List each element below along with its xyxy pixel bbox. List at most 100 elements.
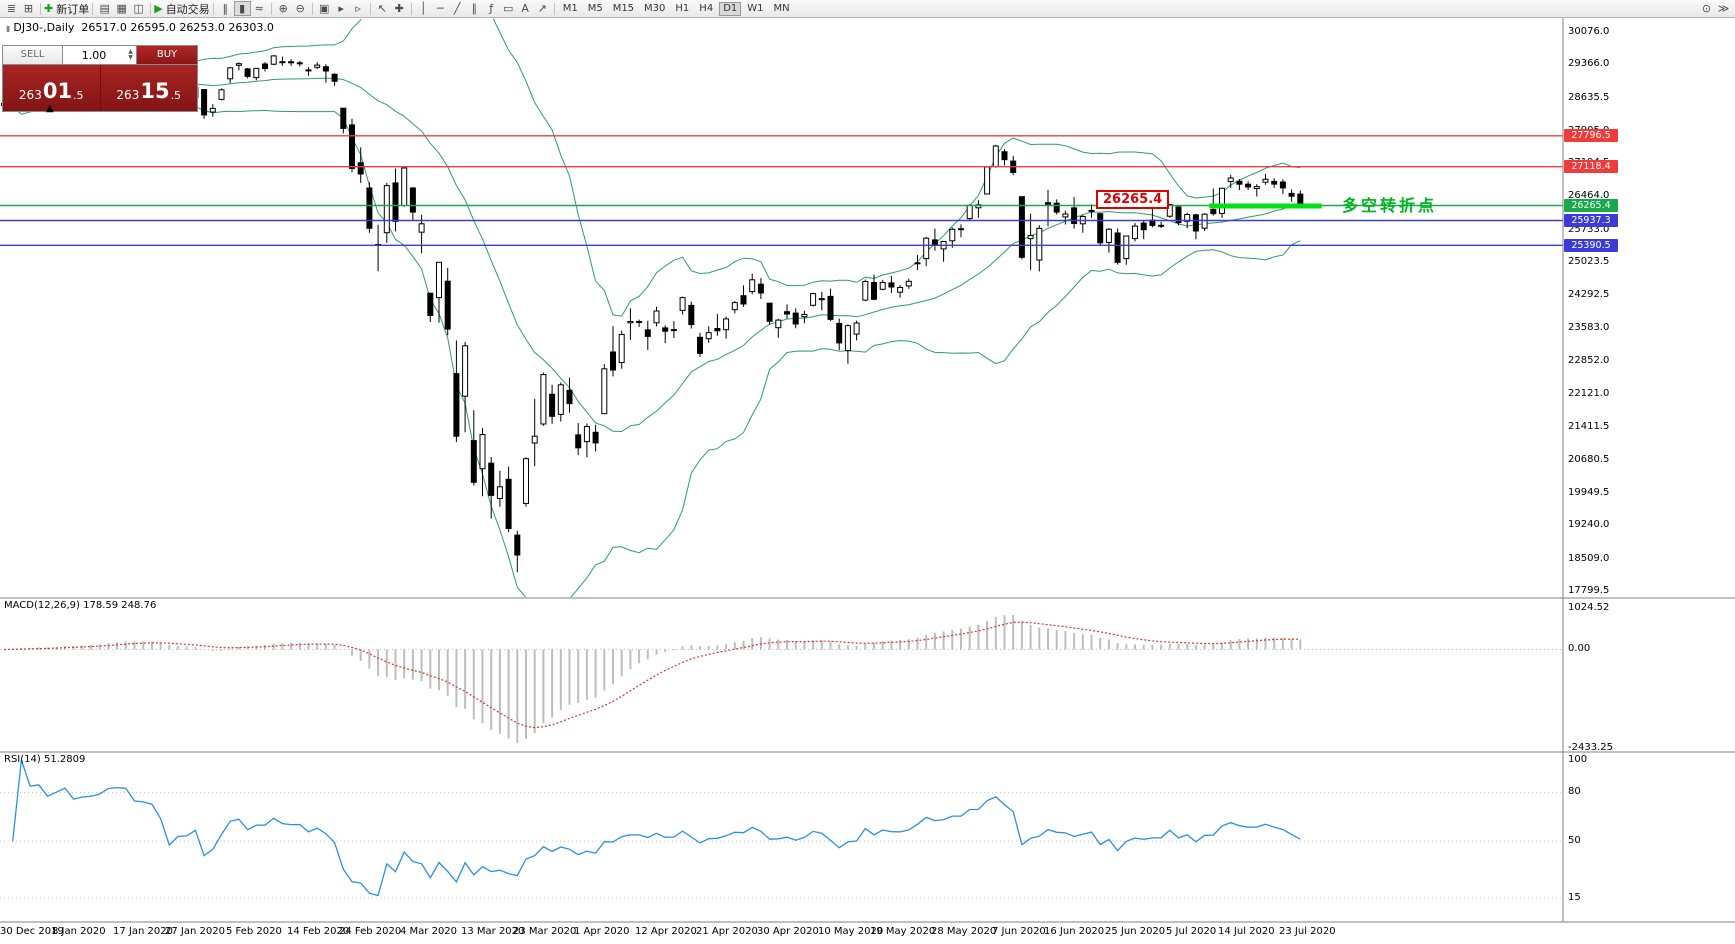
channel-icon: ∥ xyxy=(471,2,477,15)
buy-price-head: 263 xyxy=(116,88,140,102)
buy-price-button[interactable]: 263 15.5 xyxy=(100,65,197,111)
chart-title: ▮ DJ30-,Daily 26517.0 26595.0 26253.0 263… xyxy=(6,21,274,34)
navigator-icon[interactable]: ◫ xyxy=(130,1,147,16)
candlestick-chart-icon[interactable]: ▮ xyxy=(233,1,251,16)
shapes-icon: ▭ xyxy=(502,2,514,15)
volume-spinner[interactable]: ▲ ▼ xyxy=(125,49,136,61)
autotrading-button[interactable]: ▶ 自动交易 xyxy=(154,1,209,16)
macd-name: MACD(12,26,9) xyxy=(4,600,80,611)
horizontal-line-icon: ─ xyxy=(436,2,444,15)
line-chart-icon[interactable]: ≈ xyxy=(251,1,268,16)
buy-price-big: 15 xyxy=(140,79,170,103)
crosshair-icon: ✚ xyxy=(394,2,404,15)
candlestick-chart-icon: ▮ xyxy=(239,2,246,15)
volume-stepper[interactable]: 1.00 ▲ ▼ xyxy=(63,46,137,64)
volume-up-icon[interactable]: ▲ xyxy=(128,48,133,55)
navigator-icon: ◫ xyxy=(133,2,144,15)
timeframe-h4[interactable]: H4 xyxy=(699,2,714,14)
toolbar-separator xyxy=(40,2,41,15)
toolbar-separator xyxy=(92,2,94,15)
timeframe-m15[interactable]: M15 xyxy=(612,2,635,14)
timeframe-w1[interactable]: W1 xyxy=(747,2,764,14)
timeframe-m1[interactable]: M1 xyxy=(562,2,578,14)
horizontal-line-icon[interactable]: ─ xyxy=(432,1,449,16)
autotrading-button-label: 自动交易 xyxy=(165,2,210,16)
scroll-end-icon[interactable]: ≫ xyxy=(1717,2,1730,15)
shapes-icon[interactable]: ▭ xyxy=(500,1,517,16)
sell-price-head: 263 xyxy=(18,88,42,102)
timeframe-h1[interactable]: H1 xyxy=(675,2,690,14)
new-order-button-label: 新订单 xyxy=(56,2,90,16)
autotrading-icon: ▶ xyxy=(154,2,163,15)
new-window-icon[interactable]: ⊞ xyxy=(20,1,37,16)
zoom-out-icon: ⊖ xyxy=(295,2,305,15)
cursor-icon[interactable]: ↖ xyxy=(374,1,391,16)
sell-button[interactable]: SELL xyxy=(3,46,63,64)
sell-price-big: 01 xyxy=(42,79,73,103)
rsi-indicator-label: RSI(14) 51.2809 xyxy=(4,754,85,765)
crosshair-icon[interactable]: ✚ xyxy=(391,1,408,16)
vertical-line-icon: │ xyxy=(419,2,427,15)
new-order-button[interactable]: ✚ 新订单 xyxy=(44,1,89,16)
arrow-object-icon: ↗ xyxy=(537,2,547,15)
bar-chart-icon: ‖ xyxy=(222,2,228,15)
toolbar-separator xyxy=(270,2,272,15)
volume-value[interactable]: 1.00 xyxy=(81,48,107,62)
timeframe-mn[interactable]: MN xyxy=(773,2,790,14)
sell-price-tail: .5 xyxy=(73,89,84,102)
toolbar-separator xyxy=(311,2,313,15)
chart-ohlc-values: 26517.0 26595.0 26253.0 26303.0 xyxy=(81,21,274,34)
rsi-value: 51.2809 xyxy=(43,754,86,765)
chart-shift-icon[interactable]: ▹ xyxy=(350,1,367,16)
auto-scroll-icon[interactable]: ▸ xyxy=(333,1,350,16)
tile-windows-icon: ▣ xyxy=(318,2,330,15)
cursor-icon: ↖ xyxy=(377,2,387,15)
rsi-name: RSI(14) xyxy=(4,754,41,765)
trendline-icon: ╱ xyxy=(453,2,461,15)
data-window-icon[interactable]: ▦ xyxy=(113,1,130,16)
trendline-icon[interactable]: ╱ xyxy=(449,1,466,16)
arrow-marker-object[interactable]: ▲ xyxy=(46,103,54,114)
window-list-icon[interactable]: ≣ xyxy=(3,1,20,16)
buy-price-tail: .5 xyxy=(170,89,182,102)
sell-price-button[interactable]: 263 01.5 xyxy=(3,65,101,111)
volume-down-icon[interactable]: ▼ xyxy=(128,54,133,61)
chart-symbol-label: DJ30-,Daily xyxy=(13,21,75,34)
pivot-price-annotation[interactable]: 26265.4 xyxy=(1096,190,1170,209)
auto-scroll-icon: ▸ xyxy=(338,2,344,15)
toolbar-separator xyxy=(553,2,555,15)
timeframe-d1[interactable]: D1 xyxy=(719,1,742,16)
arrow-object-icon[interactable]: ↗ xyxy=(534,1,551,16)
toolbar: ≣ ⊞ ✚ 新订单 ▤ ▦ ◫ ▶ 自动交易 ‖ ▮ ≈ ⊕ ⊖ ▣ ▸ ▹ ↖ ✚ │ ─ ╱ ∥ ƒ ▭ A ↗ M1 M5 M15 M… xyxy=(0,0,1735,18)
vertical-line-icon[interactable]: │ xyxy=(415,1,432,16)
text-icon: A xyxy=(521,2,529,15)
line-chart-icon: ≈ xyxy=(254,2,264,15)
bar-chart-icon[interactable]: ‖ xyxy=(217,1,234,16)
zoom-in-icon[interactable]: ⊕ xyxy=(275,1,292,16)
timeframe-m5[interactable]: M5 xyxy=(587,2,603,14)
one-click-trading-panel: SELL 1.00 ▲ ▼ BUY 263 01.5 263 15.5 xyxy=(2,45,198,112)
tile-windows-icon[interactable]: ▣ xyxy=(316,1,333,16)
toolbar-separator xyxy=(212,2,214,15)
macd-values: 178.59 248.76 xyxy=(83,600,157,611)
chart-symbol-icon: ▮ xyxy=(6,24,11,33)
timeframe-m30[interactable]: M30 xyxy=(644,2,666,14)
fibonacci-icon: ƒ xyxy=(489,2,494,15)
toolbar-separator xyxy=(410,2,412,15)
pivot-note-text[interactable]: 多空转折点 xyxy=(1342,196,1438,215)
toolbar-separator xyxy=(150,2,152,15)
text-icon[interactable]: A xyxy=(517,1,534,16)
chart-shift-icon: ▹ xyxy=(355,2,361,15)
zoom-in-icon: ⊕ xyxy=(278,2,288,15)
new-window-icon: ⊞ xyxy=(23,2,34,15)
channel-icon[interactable]: ∥ xyxy=(466,1,483,16)
toolbar-separator xyxy=(369,2,371,15)
quick-search-icon[interactable]: ⊙ xyxy=(1701,2,1712,15)
market-watch-icon[interactable]: ▤ xyxy=(96,1,113,16)
buy-button[interactable]: BUY xyxy=(137,46,197,64)
data-window-icon: ▦ xyxy=(116,2,127,15)
fibonacci-icon[interactable]: ƒ xyxy=(483,1,500,16)
zoom-out-icon[interactable]: ⊖ xyxy=(292,1,309,16)
